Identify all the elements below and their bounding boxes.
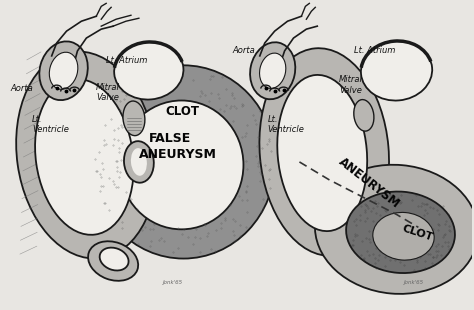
Ellipse shape bbox=[100, 248, 128, 271]
Ellipse shape bbox=[123, 101, 145, 136]
Ellipse shape bbox=[88, 241, 138, 281]
Text: Jonk'65: Jonk'65 bbox=[163, 280, 183, 285]
Ellipse shape bbox=[124, 141, 154, 183]
Text: Jonk'65: Jonk'65 bbox=[403, 280, 424, 285]
Ellipse shape bbox=[16, 51, 156, 259]
Ellipse shape bbox=[315, 165, 474, 294]
Text: Lt. Atrium: Lt. Atrium bbox=[354, 46, 395, 55]
Text: Aorta: Aorta bbox=[232, 46, 255, 55]
Ellipse shape bbox=[354, 100, 374, 131]
Ellipse shape bbox=[250, 42, 295, 99]
Text: ANEURYSM: ANEURYSM bbox=[336, 155, 402, 210]
Text: Mitral
Valve: Mitral Valve bbox=[339, 75, 363, 95]
Ellipse shape bbox=[131, 148, 147, 176]
Text: Lt. Atrium: Lt. Atrium bbox=[106, 56, 147, 65]
Text: CLOT: CLOT bbox=[401, 224, 434, 243]
Text: ANEURYSM: ANEURYSM bbox=[139, 148, 217, 161]
Text: Lt.
Ventricle: Lt. Ventricle bbox=[268, 115, 305, 134]
Ellipse shape bbox=[259, 48, 389, 256]
Ellipse shape bbox=[277, 75, 367, 231]
Text: CLOT: CLOT bbox=[165, 105, 200, 118]
Ellipse shape bbox=[35, 79, 134, 235]
Ellipse shape bbox=[346, 192, 455, 273]
Text: Aorta: Aorta bbox=[10, 84, 33, 93]
Text: FALSE: FALSE bbox=[149, 132, 191, 145]
Ellipse shape bbox=[92, 65, 275, 259]
Text: Mitral
Valve: Mitral Valve bbox=[96, 83, 120, 103]
Ellipse shape bbox=[361, 41, 432, 100]
Text: Lt.
Ventricle: Lt. Ventricle bbox=[32, 115, 69, 134]
Ellipse shape bbox=[114, 42, 183, 100]
Ellipse shape bbox=[119, 100, 244, 229]
Ellipse shape bbox=[39, 42, 88, 100]
Ellipse shape bbox=[373, 212, 434, 260]
Ellipse shape bbox=[260, 53, 286, 88]
Ellipse shape bbox=[49, 52, 78, 89]
